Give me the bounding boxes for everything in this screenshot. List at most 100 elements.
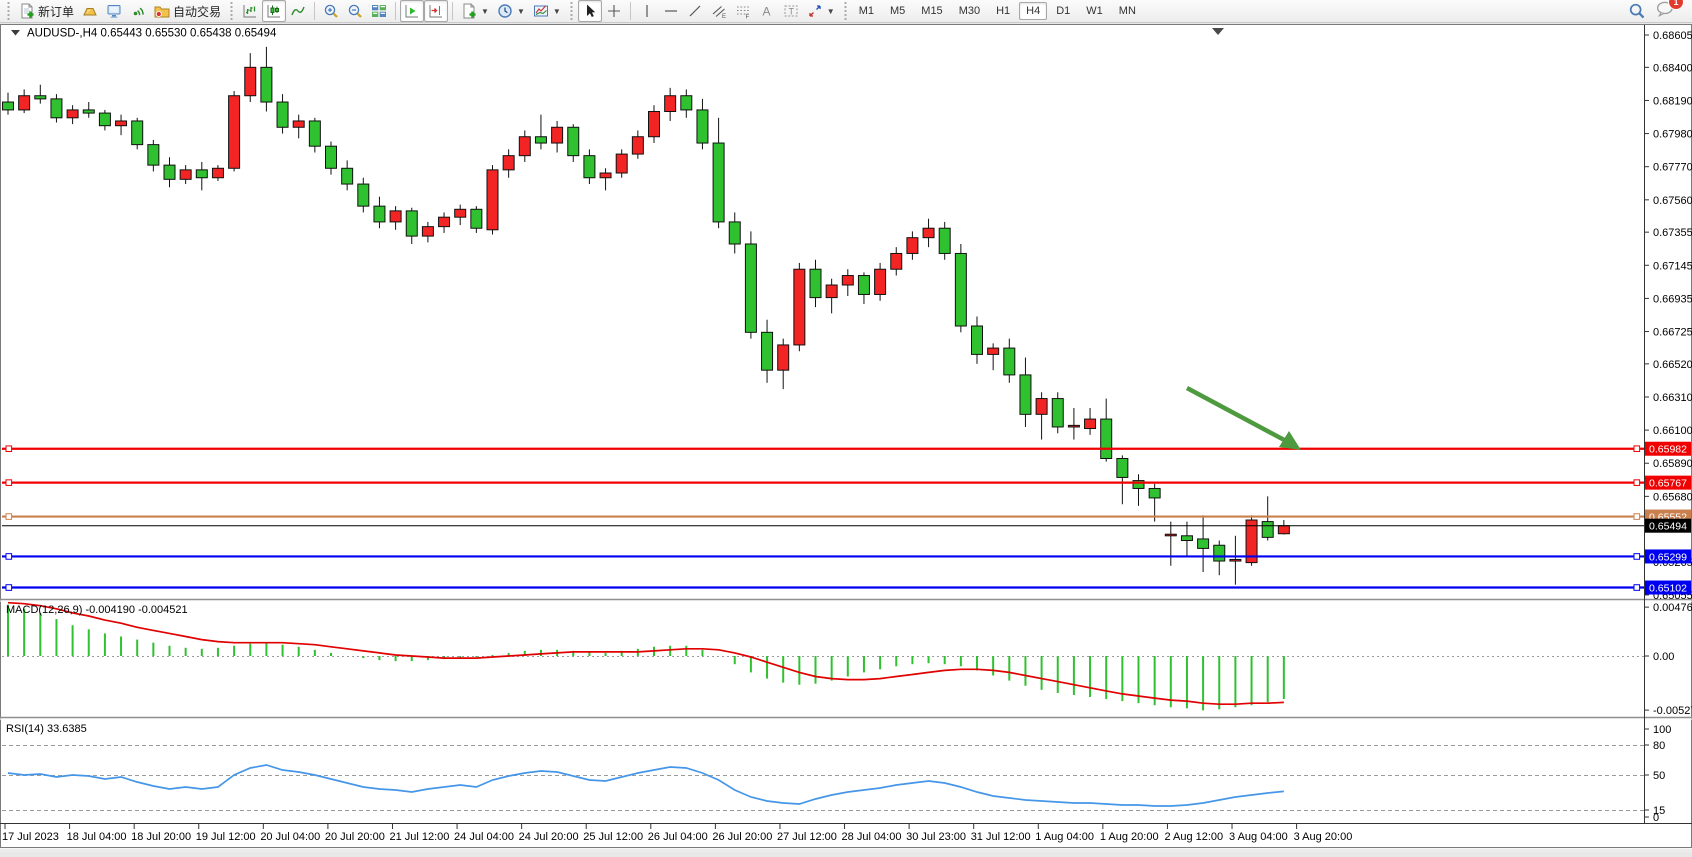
candle-body	[276, 101, 289, 128]
candle-body	[696, 109, 709, 144]
macd-histogram	[7, 604, 1285, 711]
arrows-button[interactable]: ▼	[803, 0, 839, 22]
candle-body	[648, 110, 660, 138]
toolbar-grip[interactable]	[842, 2, 848, 20]
candle-body	[534, 136, 547, 144]
one-click-trading-arrow[interactable]	[11, 30, 20, 36]
timeframe-button-m1[interactable]: M1	[858, 5, 874, 17]
chart-canvas[interactable]: 0.68605 0.68400 0.68190 0.67980 0.67770 0.675…	[0, 24, 1692, 852]
candle-body	[147, 144, 160, 166]
vertical-line-icon	[646, 5, 648, 17]
toolbar: 新订单 自动交易	[0, 0, 1692, 23]
svg-text:T: T	[788, 7, 794, 17]
toolbar-grip[interactable]	[568, 2, 574, 20]
price-chart-panel[interactable]	[2, 25, 1644, 599]
trendline-button[interactable]	[683, 0, 707, 22]
crosshair-button[interactable]	[602, 0, 626, 22]
rsi-panel[interactable]	[2, 719, 1644, 822]
timeframe-button-m15[interactable]: M15	[921, 5, 943, 17]
candle-body	[195, 169, 208, 179]
horizontal-level-line[interactable]	[2, 584, 1644, 591]
macd-label: MACD(12,26,9) -0.004190 -0.004521	[6, 604, 188, 616]
new-order-label: 新订单	[38, 4, 75, 19]
candle-body	[615, 153, 628, 174]
line-chart-button[interactable]	[286, 0, 310, 22]
timeframe-button-m30[interactable]: M30	[958, 5, 981, 17]
indicators-button[interactable]: ▼	[529, 0, 565, 22]
zoom-in-button[interactable]	[319, 0, 343, 22]
zoom-out-button[interactable]	[343, 0, 367, 22]
candle-body	[1261, 521, 1274, 538]
price-tag	[1645, 441, 1691, 456]
terminal-button[interactable]	[102, 0, 126, 22]
svg-text:3 Aug 04:00: 3 Aug 04:00	[1229, 831, 1288, 843]
cursor-button[interactable]	[577, 0, 602, 22]
horizontal-line-button[interactable]	[659, 0, 683, 22]
svg-text:0.66310: 0.66310	[1653, 392, 1692, 404]
indicators-icon	[533, 5, 548, 17]
timeframe-button-w1[interactable]: W1	[1086, 5, 1103, 17]
auto-scroll-button[interactable]	[400, 0, 425, 22]
svg-text:0.67770: 0.67770	[1653, 162, 1692, 174]
new-template-button[interactable]: ▼	[457, 0, 493, 22]
svg-text:A: A	[762, 5, 770, 19]
auto-trading-button[interactable]: 自动交易	[150, 0, 225, 22]
tile-windows-button[interactable]	[367, 0, 391, 22]
period-button[interactable]: ▼	[493, 0, 529, 22]
new-order-button[interactable]: 新订单	[15, 0, 78, 22]
vertical-line-button[interactable]	[635, 0, 659, 22]
svg-text:28 Jul 04:00: 28 Jul 04:00	[842, 831, 902, 843]
timeframe-button-h1[interactable]: H1	[996, 5, 1011, 17]
candle-body	[1116, 458, 1129, 478]
candle-body	[357, 183, 370, 207]
macd-panel[interactable]	[2, 601, 1644, 717]
signals-button[interactable]	[126, 0, 150, 22]
svg-text:0.65102: 0.65102	[1649, 583, 1687, 595]
chart-window[interactable]: 0.68605 0.68400 0.68190 0.67980 0.67770 0.675…	[0, 24, 1692, 852]
candle-body	[34, 95, 47, 100]
candle-body	[857, 275, 870, 295]
svg-text:26 Jul 20:00: 26 Jul 20:00	[712, 831, 772, 843]
time-axis[interactable]: 17 Jul 2023 18 Jul 04:00 18 Jul 20:00 19 Ju…	[2, 823, 1352, 844]
candle-body	[454, 208, 467, 218]
candle-body	[131, 120, 144, 146]
fibonacci-button[interactable]: F	[731, 0, 755, 22]
candle-body	[583, 155, 596, 179]
bar-chart-button[interactable]	[238, 0, 262, 22]
horizontal-level-line[interactable]	[2, 445, 1644, 453]
horizontal-level-line[interactable]	[2, 479, 1644, 486]
svg-text:20 Jul 20:00: 20 Jul 20:00	[325, 831, 385, 843]
text-label-button[interactable]: T	[779, 0, 803, 22]
search-icon[interactable]	[1628, 2, 1646, 20]
candle-body	[1100, 418, 1113, 460]
toolbar-grip[interactable]	[6, 2, 11, 20]
candle-body	[2, 101, 14, 111]
text-button[interactable]: A	[755, 0, 779, 22]
svg-text:0.004765: 0.004765	[1653, 602, 1692, 614]
candlestick-chart-button[interactable]	[262, 0, 287, 22]
price-tag	[1645, 580, 1691, 595]
candle-body	[115, 120, 128, 127]
candle-body	[228, 95, 241, 169]
candle-body	[260, 66, 273, 103]
toolbar-grip[interactable]	[229, 2, 235, 20]
svg-text:0.65767: 0.65767	[1649, 478, 1687, 490]
chart-shift-marker[interactable]	[1212, 28, 1224, 35]
market-watch-button[interactable]	[78, 0, 102, 22]
timeframe-button-mn[interactable]: MN	[1118, 5, 1136, 17]
candle-body	[1245, 519, 1258, 564]
timeframe-button-m5[interactable]: M5	[890, 5, 906, 17]
candle-body	[502, 155, 515, 171]
horizontal-level-line[interactable]	[2, 513, 1644, 520]
equidistant-channel-button[interactable]: E	[707, 0, 731, 22]
timeframe-button-h4[interactable]: H4	[1019, 2, 1048, 20]
notifications-button[interactable]: 1	[1656, 0, 1684, 22]
timeframe-button-d1[interactable]: D1	[1056, 5, 1071, 17]
notification-badge: 1	[1668, 0, 1684, 10]
chart-shift-button[interactable]	[424, 0, 449, 22]
svg-text:21 Jul 12:00: 21 Jul 12:00	[389, 831, 449, 843]
candle-body	[341, 167, 354, 185]
horizontal-level-line[interactable]	[2, 553, 1644, 560]
trend-arrow-annotation[interactable]	[1185, 386, 1301, 450]
zoom-in-icon	[324, 4, 338, 18]
